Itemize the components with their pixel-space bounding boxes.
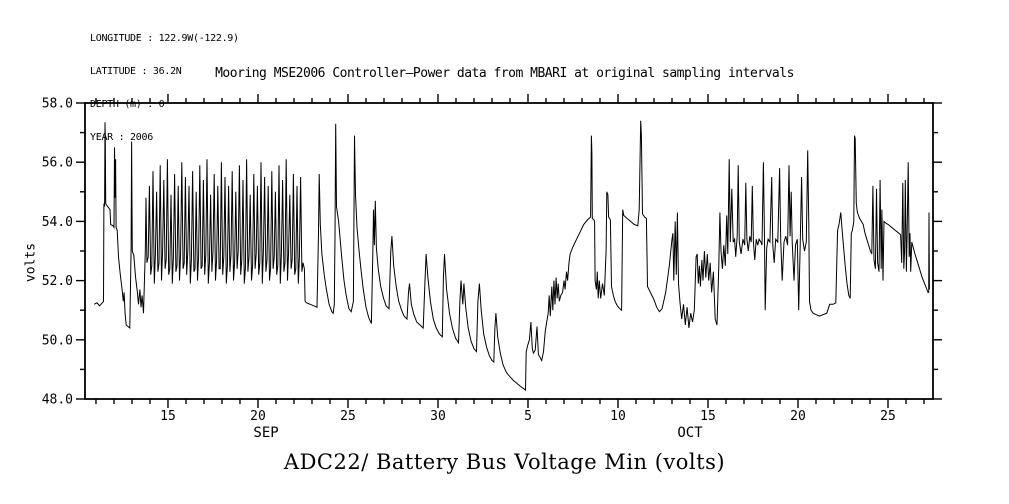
chart-title: Mooring MSE2006 Controller–Power data fr…: [215, 66, 794, 81]
metadata-longitude: LONGITUDE : 122.9W(-122.9): [90, 33, 239, 44]
chart-footer-title: ADC22/ Battery Bus Voltage Min (volts): [283, 450, 726, 474]
x-tick-label: 5: [524, 409, 532, 424]
metadata-latitude: LATITUDE : 36.2N: [90, 66, 182, 77]
x-tick-label: 25: [340, 409, 356, 424]
x-tick-label: 25: [880, 409, 896, 424]
y-tick-label: 52.0: [42, 274, 73, 289]
x-tick-label: 15: [160, 409, 176, 424]
y-tick-label: 48.0: [42, 393, 73, 408]
plot-frame: [84, 102, 934, 400]
y-tick-label: 54.0: [42, 215, 73, 230]
month-label-oct: OCT: [677, 425, 703, 441]
metadata-year: YEAR : 2006: [90, 132, 153, 143]
x-tick-label: 15: [700, 409, 716, 424]
y-tick-label: 56.0: [42, 156, 73, 171]
x-tick-label: 20: [250, 409, 266, 424]
metadata-depth: DEPTH (m) : 0: [90, 99, 165, 110]
y-tick-label: 58.0: [42, 97, 73, 112]
metadata-block: LONGITUDE : 122.9W(-122.9) LATITUDE : 36…: [90, 11, 239, 165]
data-line: [93, 120, 930, 392]
x-tick-label: 10: [610, 409, 626, 424]
month-label-sep: SEP: [253, 425, 278, 441]
y-tick-label: 50.0: [42, 333, 73, 348]
x-tick-label: 30: [430, 409, 446, 424]
x-tick-label: 20: [790, 409, 806, 424]
